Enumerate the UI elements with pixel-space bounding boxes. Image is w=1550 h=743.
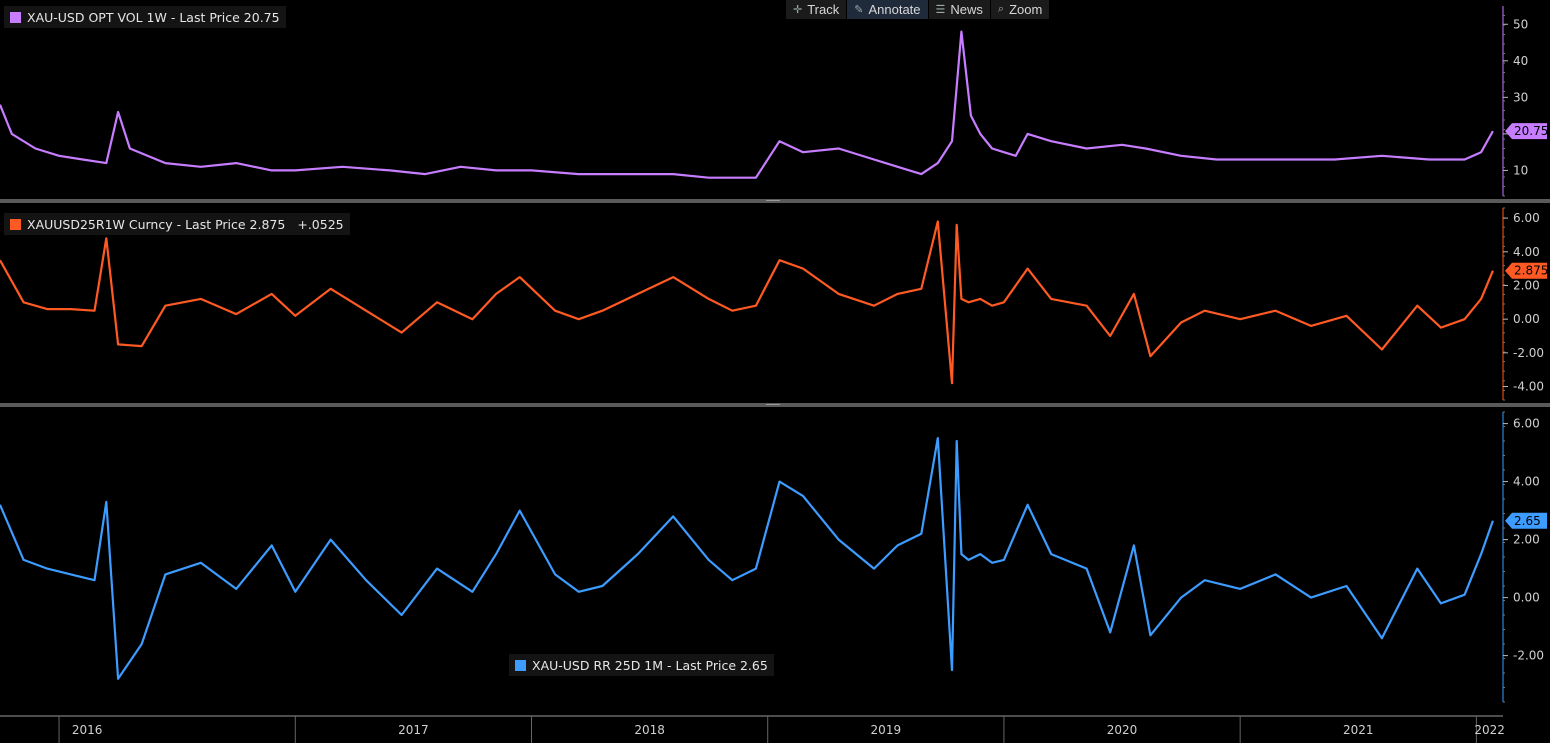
y-tick-label-2-5: -4.00 bbox=[1513, 380, 1544, 394]
x-tick-label-2022: 2022 bbox=[1474, 723, 1505, 737]
track-button[interactable]: ✛ Track bbox=[786, 0, 848, 19]
series-line-2 bbox=[0, 220, 1494, 385]
legend-panel-3: XAU-USD RR 25D 1M - Last Price 2.65 bbox=[509, 654, 774, 676]
last-value-label-1: 20.75 bbox=[1514, 124, 1548, 138]
legend-panel-1: XAU-USD OPT VOL 1W - Last Price 20.75 bbox=[4, 6, 286, 28]
legend-swatch-2 bbox=[10, 218, 21, 230]
y-tick-label-2-2: 2.00 bbox=[1513, 278, 1540, 292]
x-tick-label-2018: 2018 bbox=[634, 723, 665, 737]
last-value-label-2: 2.875 bbox=[1514, 264, 1548, 278]
track-label: Track bbox=[807, 2, 840, 17]
crosshair-icon: ✛ bbox=[793, 4, 803, 16]
news-label: News bbox=[950, 2, 983, 17]
last-value-tag-1 bbox=[1505, 123, 1547, 140]
series-line-1 bbox=[0, 30, 1494, 179]
y-tick-label-1-4: 10 bbox=[1513, 163, 1528, 177]
x-axis-band bbox=[0, 715, 1550, 743]
y-tick-label-2-4: -2.00 bbox=[1513, 346, 1544, 360]
zoom-button[interactable]: ⌕ Zoom bbox=[990, 0, 1051, 19]
x-tick-label-2016: 2016 bbox=[72, 723, 103, 737]
x-tick-label-2019: 2019 bbox=[871, 723, 902, 737]
legend-text-2: XAUUSD25R1W Curncy - Last Price 2.875 bbox=[27, 216, 286, 232]
zoom-label: Zoom bbox=[1009, 2, 1043, 17]
legend-change-2: +.0525 bbox=[297, 216, 344, 232]
x-tick-label-2020: 2020 bbox=[1107, 723, 1138, 737]
series-line-3 bbox=[0, 437, 1494, 680]
magnifier-icon: ⌕ bbox=[997, 3, 1005, 15]
chart-toolbar: ✛ Track ✎ Annotate ☰ News ⌕ Zoom bbox=[786, 0, 1051, 19]
x-tick-label-2017: 2017 bbox=[398, 723, 429, 737]
legend-panel-2: XAUUSD25R1W Curncy - Last Price 2.875 +.… bbox=[4, 213, 350, 235]
last-value-tag-2 bbox=[1505, 262, 1547, 279]
y-tick-label-1-0: 50 bbox=[1513, 17, 1528, 31]
separator-grip-1 bbox=[766, 200, 780, 201]
y-tick-label-3-4: -2.00 bbox=[1513, 649, 1544, 663]
last-value-tag-3 bbox=[1505, 512, 1547, 529]
y-tick-label-3-3: 0.00 bbox=[1513, 591, 1540, 605]
y-tick-label-3-2: 2.00 bbox=[1513, 533, 1540, 547]
annotate-button[interactable]: ✎ Annotate bbox=[847, 0, 929, 19]
legend-swatch-1 bbox=[10, 11, 21, 23]
y-tick-label-3-0: 6.00 bbox=[1513, 417, 1540, 431]
y-tick-label-3-1: 4.00 bbox=[1513, 475, 1540, 489]
legend-text-3: XAU-USD RR 25D 1M - Last Price 2.65 bbox=[532, 657, 768, 673]
last-value-label-3: 2.65 bbox=[1514, 514, 1541, 528]
separator-grip-2 bbox=[766, 404, 780, 405]
y-tick-label-1-2: 30 bbox=[1513, 90, 1528, 104]
pencil-icon: ✎ bbox=[854, 4, 864, 16]
legend-text-1: XAU-USD OPT VOL 1W - Last Price 20.75 bbox=[27, 9, 280, 25]
news-icon: ☰ bbox=[935, 4, 946, 16]
annotate-label: Annotate bbox=[868, 2, 921, 17]
y-tick-label-1-1: 40 bbox=[1513, 54, 1528, 68]
y-tick-label-2-1: 4.00 bbox=[1513, 245, 1540, 259]
x-tick-label-2021: 2021 bbox=[1343, 723, 1374, 737]
legend-swatch-3 bbox=[515, 659, 526, 671]
y-tick-label-2-3: 0.00 bbox=[1513, 312, 1540, 326]
y-tick-label-2-0: 6.00 bbox=[1513, 211, 1540, 225]
news-button[interactable]: ☰ News bbox=[928, 0, 991, 19]
